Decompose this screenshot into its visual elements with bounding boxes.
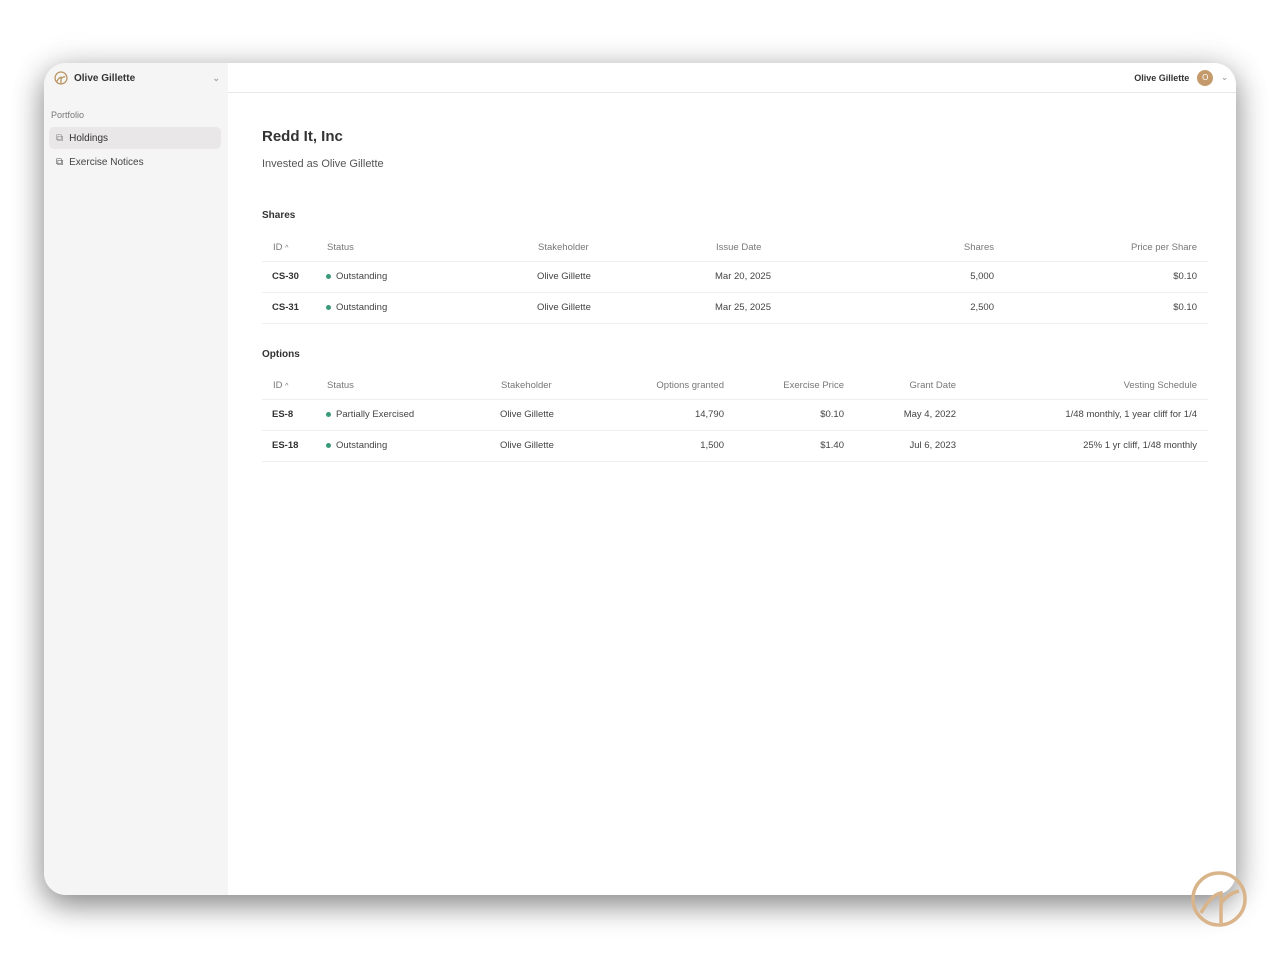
status-badge: Partially Exercised: [316, 399, 490, 431]
share-id: CS-30: [262, 261, 316, 293]
column-header-options-granted[interactable]: Options granted: [620, 373, 735, 400]
column-header-price[interactable]: Price per Share: [1005, 235, 1208, 262]
status-dot-icon: [326, 411, 331, 417]
vesting-schedule: 1/48 monthly, 1 year cliff for 1/4: [967, 399, 1208, 431]
sidebar-item-holdings[interactable]: ⧉ Holdings: [49, 127, 221, 149]
brand-logo-icon: [1191, 871, 1247, 927]
main-content: Olive Gillette O ⌄ Redd It, Inc Invested…: [228, 63, 1236, 895]
status-dot-icon: [326, 442, 331, 448]
issue-date: Mar 25, 2025: [705, 292, 850, 324]
column-header-id[interactable]: ID ^: [262, 235, 316, 262]
options-granted: 1,500: [620, 430, 735, 462]
app-window: Olive Gillette ⌄ Portfolio ⧉ Holdings ⧉ …: [44, 63, 1236, 895]
exercise-price: $1.40: [735, 430, 855, 462]
options-table: ID ^ Status Stakeholder Options granted …: [262, 373, 1208, 462]
exercise-price: $0.10: [735, 399, 855, 431]
sort-asc-icon: ^: [285, 383, 289, 391]
stakeholder: Olive Gillette: [527, 261, 705, 293]
stakeholder: Olive Gillette: [490, 430, 620, 462]
holdings-icon: ⧉: [56, 132, 64, 144]
table-row[interactable]: CS-30 Outstanding Olive Gillette Mar 20,…: [262, 261, 1208, 293]
avatar[interactable]: O: [1197, 69, 1214, 86]
section-label: Portfolio: [51, 110, 85, 120]
options-granted: 14,790: [620, 399, 735, 431]
sidebar-item-exercise-notices[interactable]: ⧉ Exercise Notices: [49, 151, 221, 173]
top-bar: Olive Gillette O ⌄: [228, 63, 1236, 93]
chevron-down-icon[interactable]: ⌄: [212, 72, 220, 83]
table-row[interactable]: ES-18 Outstanding Olive Gillette 1,500 $…: [262, 430, 1208, 462]
company-logo-icon: [54, 71, 68, 85]
table-row[interactable]: ES-8 Partially Exercised Olive Gillette …: [262, 399, 1208, 431]
price-per-share: $0.10: [1005, 261, 1208, 293]
grant-date: Jul 6, 2023: [855, 430, 967, 462]
column-header-vesting[interactable]: Vesting Schedule: [967, 373, 1208, 400]
status-badge: Outstanding: [316, 430, 490, 462]
price-per-share: $0.10: [1005, 292, 1208, 324]
shares: 2,500: [850, 292, 1005, 324]
option-id: ES-18: [262, 430, 316, 462]
share-id: CS-31: [262, 292, 316, 324]
column-header-id[interactable]: ID ^: [262, 373, 316, 400]
account-name: Olive Gillette: [74, 72, 136, 84]
column-header-shares[interactable]: Shares: [850, 235, 1005, 262]
chevron-down-icon[interactable]: ⌄: [1221, 73, 1228, 82]
vesting-schedule: 25% 1 yr cliff, 1/48 monthly: [967, 430, 1208, 462]
column-header-exercise-price[interactable]: Exercise Price: [735, 373, 855, 400]
grant-date: May 4, 2022: [855, 399, 967, 431]
page-subtitle: Invested as Olive Gillette: [262, 158, 384, 170]
issue-date: Mar 20, 2025: [705, 261, 850, 293]
page-title: Redd It, Inc: [262, 128, 343, 145]
sort-asc-icon: ^: [285, 245, 289, 253]
column-header-stakeholder[interactable]: Stakeholder: [527, 235, 705, 262]
shares-heading: Shares: [262, 210, 296, 221]
table-row[interactable]: CS-31 Outstanding Olive Gillette Mar 25,…: [262, 292, 1208, 324]
options-heading: Options: [262, 349, 300, 360]
sidebar: Olive Gillette ⌄ Portfolio ⧉ Holdings ⧉ …: [44, 63, 228, 895]
status-badge: Outstanding: [316, 261, 527, 293]
status-badge: Outstanding: [316, 292, 527, 324]
status-dot-icon: [326, 304, 331, 310]
sidebar-item-label: Holdings: [69, 132, 109, 144]
stakeholder: Olive Gillette: [527, 292, 705, 324]
status-dot-icon: [326, 273, 331, 279]
user-name[interactable]: Olive Gillette: [1134, 72, 1190, 83]
sidebar-item-label: Exercise Notices: [69, 156, 144, 168]
stakeholder: Olive Gillette: [490, 399, 620, 431]
shares-table: ID ^ Status Stakeholder Issue Date Share…: [262, 235, 1208, 324]
column-header-stakeholder[interactable]: Stakeholder: [490, 373, 620, 400]
account-switcher[interactable]: Olive Gillette ⌄: [54, 70, 220, 86]
column-header-grant-date[interactable]: Grant Date: [855, 373, 967, 400]
column-header-status[interactable]: Status: [316, 235, 527, 262]
option-id: ES-8: [262, 399, 316, 431]
shares: 5,000: [850, 261, 1005, 293]
exercise-notices-icon: ⧉: [56, 156, 64, 168]
column-header-issue-date[interactable]: Issue Date: [705, 235, 850, 262]
column-header-status[interactable]: Status: [316, 373, 490, 400]
